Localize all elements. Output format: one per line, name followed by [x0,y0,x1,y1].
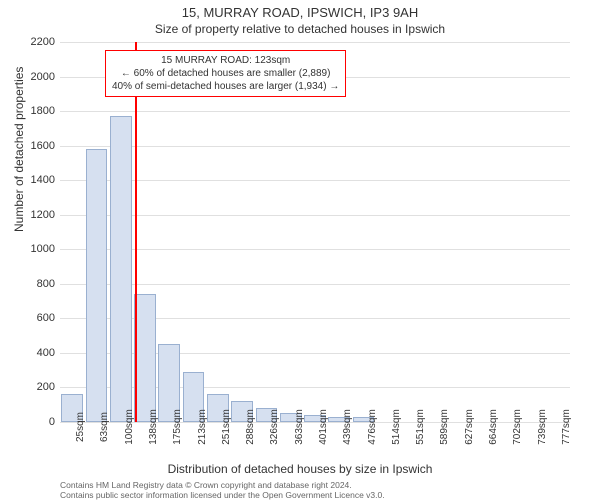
x-tick-label: 363sqm [294,409,305,445]
x-tick-label: 627sqm [464,409,475,445]
y-tick-label: 1800 [31,105,55,117]
x-tick-label: 777sqm [561,409,572,445]
x-tick-label: 138sqm [148,409,159,445]
histogram-bar [110,116,132,422]
y-tick-label: 1600 [31,140,55,152]
annotation-line: ← 60% of detached houses are smaller (2,… [112,67,339,80]
chart-subtitle: Size of property relative to detached ho… [0,20,600,36]
chart-container: 15, MURRAY ROAD, IPSWICH, IP3 9AH Size o… [0,0,600,500]
x-tick-label: 401sqm [318,409,329,445]
x-tick-label: 25sqm [75,412,86,442]
footer-line-2: Contains public sector information licen… [60,490,385,500]
histogram-bar [86,149,108,422]
plot-region: 0200400600800100012001400160018002000220… [60,42,570,422]
x-tick-label: 664sqm [488,409,499,445]
x-tick-label: 100sqm [124,409,135,445]
chart-title: 15, MURRAY ROAD, IPSWICH, IP3 9AH [0,0,600,20]
footer-line-1: Contains HM Land Registry data © Crown c… [60,480,385,490]
y-tick-label: 1400 [31,174,55,186]
x-tick-label: 514sqm [391,409,402,445]
y-tick-label: 400 [37,347,55,359]
x-tick-label: 213sqm [197,409,208,445]
histogram-bar [134,294,156,422]
marker-line [135,42,137,422]
y-tick-label: 2200 [31,36,55,48]
x-tick-label: 589sqm [439,409,450,445]
x-axis-label: Distribution of detached houses by size … [0,462,600,476]
x-tick-label: 251sqm [221,409,232,445]
chart-footer: Contains HM Land Registry data © Crown c… [60,480,385,500]
x-tick-label: 476sqm [367,409,378,445]
x-tick-label: 702sqm [512,409,523,445]
y-tick-label: 1000 [31,243,55,255]
x-tick-label: 326sqm [269,409,280,445]
annotation-line: 15 MURRAY ROAD: 123sqm [112,54,339,67]
y-tick-label: 200 [37,381,55,393]
x-tick-label: 288sqm [245,409,256,445]
y-tick-label: 2000 [31,71,55,83]
y-axis-label: Number of detached properties [12,67,26,232]
x-tick-label: 551sqm [415,409,426,445]
x-tick-label: 175sqm [172,409,183,445]
x-tick-label: 739sqm [537,409,548,445]
y-tick-label: 800 [37,278,55,290]
annotation-box: 15 MURRAY ROAD: 123sqm← 60% of detached … [105,50,346,97]
y-tick-label: 600 [37,312,55,324]
y-tick-label: 1200 [31,209,55,221]
annotation-line: 40% of semi-detached houses are larger (… [112,80,339,93]
y-tick-label: 0 [49,416,55,428]
x-tick-label: 439sqm [342,409,353,445]
x-tick-label: 63sqm [99,412,110,442]
chart-plot-area: 0200400600800100012001400160018002000220… [60,42,570,422]
